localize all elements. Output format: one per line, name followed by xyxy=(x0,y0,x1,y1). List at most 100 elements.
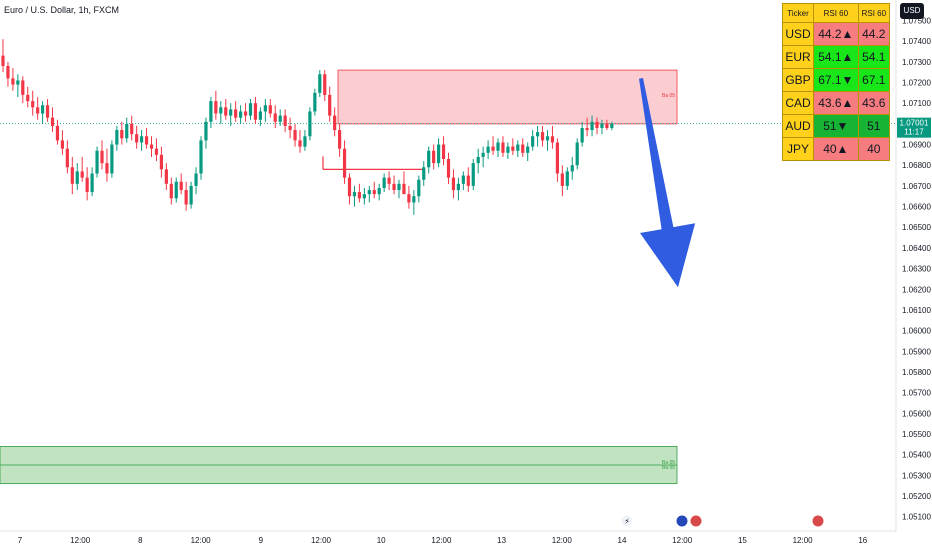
candle-body xyxy=(273,113,277,122)
candle-body xyxy=(11,78,15,85)
y-tick-label: 1.05600 xyxy=(902,409,931,418)
candle-body xyxy=(85,177,89,193)
candle-body xyxy=(224,107,228,116)
candle-body xyxy=(75,171,79,184)
x-tick-label: 7 xyxy=(18,536,23,545)
candle-body xyxy=(461,175,465,184)
candle-body xyxy=(521,144,525,153)
rsi-row: USD 44.2▲ 44.2 xyxy=(782,22,891,46)
x-tick-label: 13 xyxy=(497,536,506,545)
candle-body xyxy=(441,144,446,160)
candle-body xyxy=(536,132,540,137)
rsi-ticker: USD xyxy=(782,22,814,46)
candle-body xyxy=(367,190,371,195)
candle-body xyxy=(214,101,218,114)
candle-body xyxy=(26,94,30,102)
y-tick-label: 1.07400 xyxy=(902,37,931,46)
rsi-header-rsi-2: RSI 60 xyxy=(857,3,891,23)
symbol-title[interactable]: Euro / U.S. Dollar, 1h, FXCM xyxy=(4,5,120,15)
rsi-table: Ticker RSI 60 RSI 60 USD 44.2▲ 44.2 EUR … xyxy=(782,3,891,161)
y-tick-label: 1.05200 xyxy=(902,492,931,501)
candle-body xyxy=(209,101,213,122)
candle-body xyxy=(303,136,307,147)
candle-body xyxy=(382,177,386,188)
candle-body xyxy=(268,105,272,114)
candle-body xyxy=(496,142,500,151)
y-tick-label: 1.06700 xyxy=(902,182,931,191)
candle-body xyxy=(1,55,5,66)
candle-body xyxy=(605,123,609,128)
x-tick-label: 10 xyxy=(377,536,386,545)
candle-body xyxy=(239,111,243,118)
lightning-glyph: ⚡ xyxy=(624,517,630,526)
current-price-badge xyxy=(897,117,931,138)
supply-zone xyxy=(337,69,678,125)
candle-body xyxy=(248,103,253,116)
rsi-ticker: EUR xyxy=(782,45,814,69)
x-tick-label: 12:00 xyxy=(311,536,332,545)
rsi-value: 44.2▲ xyxy=(813,22,859,46)
candle-body xyxy=(560,173,564,186)
candle-body xyxy=(50,117,55,126)
eu-flag-icon xyxy=(675,514,689,528)
rsi-value: 54.1 xyxy=(857,45,891,69)
rsi-row: CAD 43.6▲ 43.6 xyxy=(782,91,891,115)
x-tick-label: 9 xyxy=(259,536,264,545)
candle-body xyxy=(313,92,317,112)
rsi-value: 43.6 xyxy=(857,91,891,115)
rsi-value: 67.1▼ xyxy=(813,68,859,92)
y-tick-label: 1.05800 xyxy=(902,368,931,377)
candle-body xyxy=(45,105,50,118)
y-tick-label: 1.07500 xyxy=(902,16,931,25)
candle-body xyxy=(545,136,550,141)
candle-body xyxy=(362,194,366,199)
candle-body xyxy=(526,146,530,153)
candle-body xyxy=(342,148,347,178)
candle-body xyxy=(144,136,149,145)
candle-body xyxy=(333,115,337,131)
candle-body xyxy=(135,134,139,143)
candle-body xyxy=(95,150,99,174)
y-tick-label: 1.06900 xyxy=(902,141,931,150)
candle-body xyxy=(570,165,574,172)
candle-body xyxy=(318,74,322,93)
y-tick-label: 1.06800 xyxy=(902,161,931,170)
rsi-value: 40 xyxy=(857,137,891,161)
candle-body xyxy=(575,142,579,166)
candle-body xyxy=(110,144,114,174)
y-tick-label: 1.07100 xyxy=(902,99,931,108)
x-tick-label: 12:00 xyxy=(672,536,693,545)
x-tick-label: 16 xyxy=(858,536,867,545)
candle-body xyxy=(288,125,292,131)
candle-body xyxy=(253,103,258,120)
candle-body xyxy=(263,105,267,112)
x-tick-label: 12:00 xyxy=(431,536,452,545)
candle-body xyxy=(412,196,416,203)
countdown-label: 11:17 xyxy=(904,128,924,137)
candle-body xyxy=(550,136,555,143)
candle-body xyxy=(402,183,406,195)
candle-body xyxy=(422,167,426,180)
y-tick-label: 1.07200 xyxy=(902,79,931,88)
y-tick-label: 1.05400 xyxy=(902,451,931,460)
currency-button[interactable]: USD xyxy=(900,3,924,19)
candle-body xyxy=(179,181,183,191)
candle-body xyxy=(130,123,134,135)
rsi-ticker: AUD xyxy=(782,114,814,138)
rsi-row: JPY 40▲ 40 xyxy=(782,137,891,161)
candle-body xyxy=(555,142,559,174)
x-tick-label: 12:00 xyxy=(70,536,91,545)
candle-body xyxy=(6,65,10,79)
candle-body xyxy=(432,150,436,164)
demand-zone-label: Ba 05 xyxy=(662,460,675,466)
candle-body xyxy=(585,127,589,131)
us-flag-icon xyxy=(689,514,703,528)
candle-body xyxy=(481,152,485,157)
y-tick-label: 1.06200 xyxy=(902,285,931,294)
candle-body xyxy=(258,111,262,120)
candle-body xyxy=(407,194,411,203)
y-tick-label: 1.05900 xyxy=(902,347,931,356)
candle-body xyxy=(105,163,109,174)
